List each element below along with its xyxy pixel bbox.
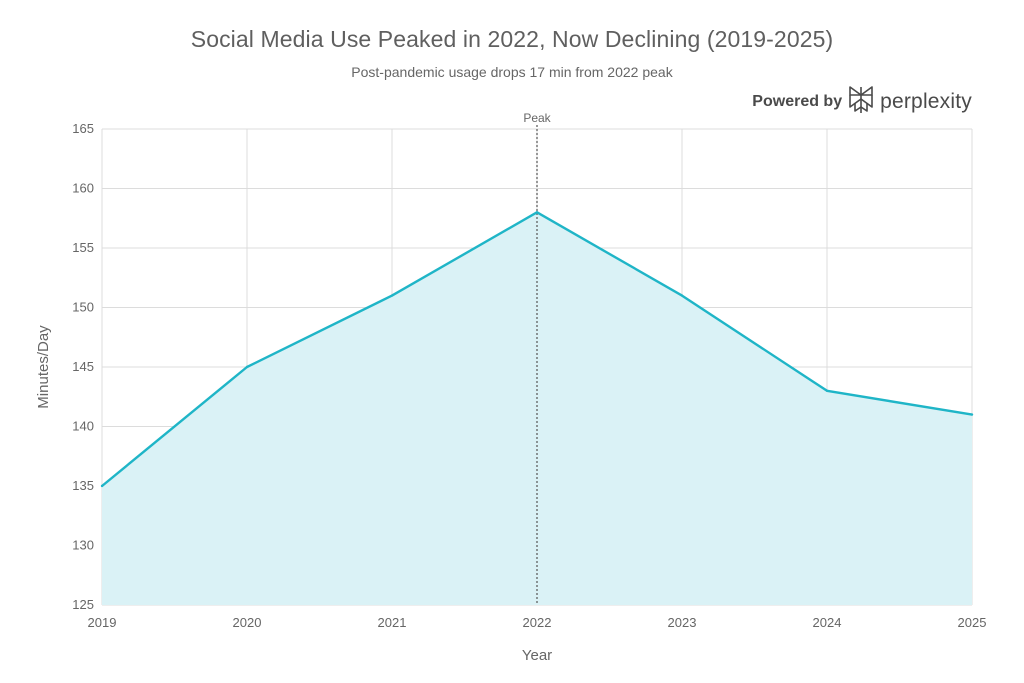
x-tick-label-2025: 2025 (958, 615, 987, 630)
y-tick-label-165: 165 (72, 121, 94, 136)
data-point-2022 (535, 211, 539, 214)
x-tick-labels: 2019 2020 2021 2022 2023 2024 2025 (88, 615, 987, 630)
y-tick-label-140: 140 (72, 419, 94, 434)
powered-by-badge: Powered by perplexity (752, 85, 972, 120)
powered-by-label: Powered by (752, 93, 843, 110)
chart-title: Social Media Use Peaked in 2022, Now Dec… (190, 26, 834, 52)
data-point-2020 (245, 365, 249, 369)
y-axis-title: Minutes/Day (35, 325, 52, 409)
x-tick-label-2021: 2021 (378, 615, 407, 630)
data-point-2025 (970, 413, 974, 416)
perplexity-logo-icon (848, 85, 874, 120)
peak-marker-layer: Peak (523, 111, 552, 605)
x-tick-label-2022: 2022 (523, 615, 552, 630)
brand-name: perplexity (880, 90, 972, 113)
x-axis-title: Year (522, 647, 552, 664)
peak-annotation-label: Peak (523, 111, 551, 125)
data-point-2021 (390, 294, 394, 297)
x-tick-label-2024: 2024 (813, 615, 842, 630)
y-tick-labels: 125 130 135 140 145 150 155 160 165 (72, 121, 94, 612)
y-tick-label-125: 125 (72, 597, 94, 612)
x-tick-label-2019: 2019 (88, 615, 117, 630)
y-tick-label-160: 160 (72, 181, 94, 196)
x-tick-label-2023: 2023 (668, 615, 697, 630)
area-fill-layer (102, 212, 972, 606)
data-point-2023 (680, 294, 684, 297)
y-tick-label-145: 145 (72, 359, 94, 374)
chart-subtitle: Post-pandemic usage drops 17 min from 20… (351, 64, 673, 80)
area-fill (102, 212, 972, 606)
y-tick-label-135: 135 (72, 478, 94, 493)
x-tick-label-2020: 2020 (233, 615, 262, 630)
y-tick-label-150: 150 (72, 300, 94, 315)
data-point-2024 (825, 389, 829, 392)
series-line-layer (100, 211, 974, 488)
y-tick-label-155: 155 (72, 240, 94, 255)
y-tick-label-130: 130 (72, 538, 94, 553)
data-point-2019 (100, 484, 104, 488)
